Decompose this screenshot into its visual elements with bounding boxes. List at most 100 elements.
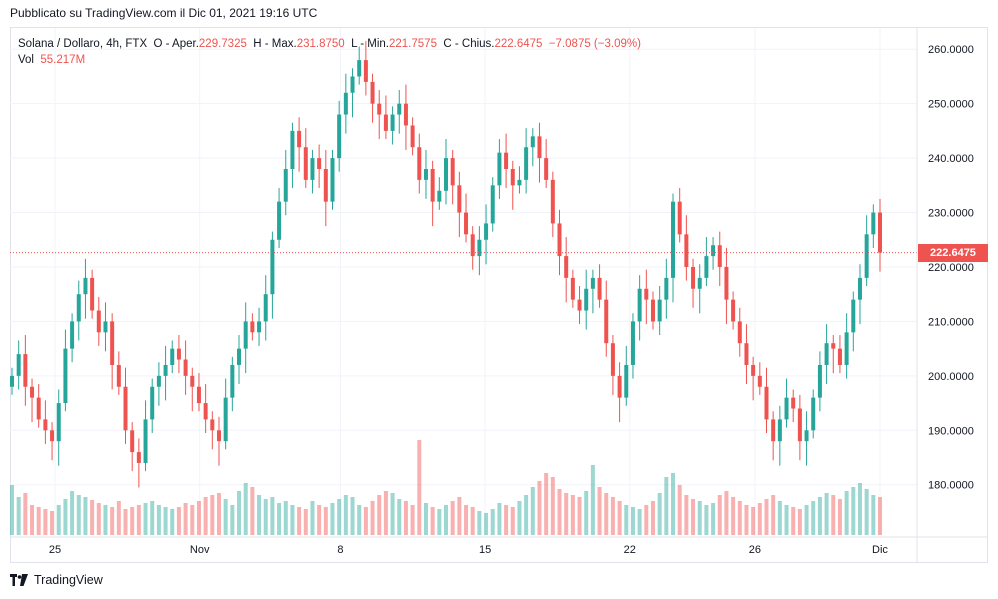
- candle-body: [283, 168, 288, 202]
- symbol-label[interactable]: Solana / Dollaro, 4h, FTX: [18, 38, 148, 50]
- candle-body: [697, 277, 702, 289]
- volume-bar: [43, 509, 48, 535]
- volume-bar: [644, 505, 649, 535]
- candle-body: [671, 201, 676, 278]
- candle-body: [837, 348, 842, 365]
- candle-body: [43, 419, 48, 431]
- chart-legend: Solana / Dollaro, 4h, FTX O - Aper.229.7…: [18, 36, 641, 68]
- candle-body: [156, 375, 161, 387]
- candle-body: [617, 375, 622, 398]
- volume-bar: [297, 507, 302, 535]
- candle-body: [56, 403, 61, 442]
- candle-body: [477, 239, 482, 257]
- candle-body: [90, 277, 95, 311]
- volume-bar: [490, 509, 495, 535]
- volume-bar: [156, 505, 161, 535]
- price-axis[interactable]: 260.0000 250.0000 240.0000 230.0000 220.0000…: [928, 44, 974, 492]
- volume-bar: [257, 495, 262, 535]
- volume-bar: [851, 487, 856, 535]
- volume-bar: [604, 493, 609, 535]
- volume-bar: [83, 497, 88, 535]
- y-tick-label: 240.0000: [928, 153, 974, 165]
- candle-body: [116, 364, 121, 387]
- tradingview-logo-icon[interactable]: [10, 574, 28, 586]
- candle-body: [277, 201, 282, 240]
- volume-bar: [584, 491, 589, 535]
- candle-body: [150, 386, 155, 420]
- volume-bar: [751, 507, 756, 535]
- volume-bar: [130, 507, 135, 535]
- candle-body: [577, 299, 582, 311]
- change-value: −7.0875 (−3.09%): [548, 38, 641, 50]
- candle-body: [183, 359, 188, 376]
- candle-body: [423, 168, 428, 180]
- volume-bar: [630, 507, 635, 535]
- candle-body: [490, 185, 495, 224]
- volume-bar: [744, 505, 749, 535]
- volume-bar: [857, 483, 862, 535]
- volume-bar: [804, 505, 809, 535]
- volume-bar: [196, 501, 201, 535]
- time-axis[interactable]: 25 Nov 8 15 22 26 Dic: [49, 544, 889, 556]
- volume-bar: [176, 507, 181, 535]
- candle-body: [443, 158, 449, 191]
- volume-bar: [390, 493, 395, 535]
- volume-bar: [624, 505, 629, 535]
- volume-bar: [90, 500, 95, 535]
- volume-bar: [731, 497, 736, 535]
- candle-body: [330, 158, 335, 202]
- candle-body: [570, 277, 575, 300]
- candle-body: [564, 256, 569, 278]
- volume-bar: [123, 509, 128, 535]
- candle-body: [377, 103, 382, 115]
- volume-bar: [684, 495, 689, 535]
- candle-body: [96, 310, 101, 333]
- y-tick-label: 220.0000: [928, 262, 974, 274]
- candle-body: [470, 234, 475, 257]
- volume-bar: [203, 497, 208, 535]
- volume-bar: [477, 511, 482, 535]
- price-candles: [9, 41, 883, 488]
- volume-bar: [831, 495, 836, 535]
- candle-body: [691, 266, 696, 289]
- candle-body: [23, 354, 28, 387]
- candle-body: [530, 136, 535, 148]
- candle-body: [136, 452, 141, 463]
- volume-bar: [597, 487, 602, 535]
- footer-brand[interactable]: TradingView: [34, 573, 103, 587]
- volume-bar: [537, 481, 542, 535]
- volume-bar: [110, 507, 115, 535]
- volume-bar: [103, 505, 108, 535]
- candle-body: [751, 364, 756, 376]
- candle-body: [290, 130, 295, 169]
- volume-bar: [470, 507, 475, 535]
- candle-body: [230, 364, 235, 398]
- y-tick-label: 200.0000: [928, 371, 974, 383]
- volume-bar: [817, 497, 822, 535]
- volume-line: Vol 55.217M: [18, 52, 641, 68]
- candle-body: [744, 343, 749, 365]
- candle-body: [237, 348, 242, 365]
- volume-bar: [824, 493, 829, 535]
- candle-body: [464, 212, 469, 235]
- volume-bar: [650, 501, 655, 535]
- volume-bar: [63, 499, 68, 535]
- volume-bar: [837, 499, 842, 535]
- candle-body: [677, 201, 682, 235]
- candle-body: [310, 158, 315, 180]
- volume-bar: [764, 499, 769, 535]
- volume-bar: [210, 495, 215, 535]
- volume-bar: [423, 503, 428, 535]
- candle-body: [317, 158, 322, 169]
- candle-body: [831, 343, 836, 349]
- volume-bar: [317, 505, 322, 535]
- candle-body: [517, 179, 522, 186]
- volume-bar: [170, 509, 175, 535]
- volume-bar: [617, 501, 622, 535]
- volume-bar: [717, 495, 722, 535]
- candle-body: [604, 299, 609, 344]
- volume-bar: [671, 473, 676, 535]
- x-tick-label: Nov: [190, 544, 210, 556]
- candle-body: [143, 419, 148, 463]
